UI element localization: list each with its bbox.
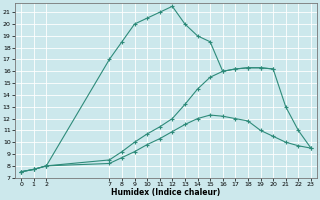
- X-axis label: Humidex (Indice chaleur): Humidex (Indice chaleur): [111, 188, 221, 197]
